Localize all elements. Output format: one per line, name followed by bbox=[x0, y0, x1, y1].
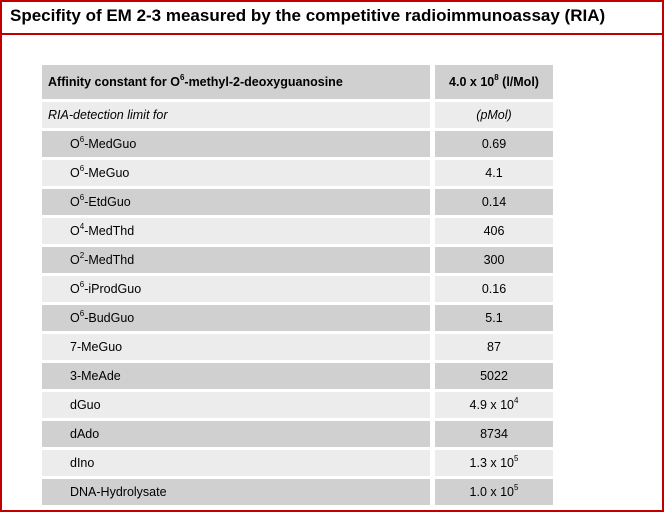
detection-limit-label: RIA-detection limit for bbox=[42, 102, 430, 128]
detection-limit-value: 4.9 x 10 bbox=[469, 398, 515, 412]
compound-name-pre: 3-MeAde bbox=[70, 369, 121, 383]
table-row: O6-BudGuo 5.1 bbox=[42, 305, 553, 331]
compound-name-sup: 6 bbox=[79, 164, 85, 173]
detection-limit-cell: 5.1 bbox=[435, 305, 553, 331]
table-row: DNA-Hydrolysate 1.0 x 105 bbox=[42, 479, 553, 505]
compound-name-pre: dIno bbox=[70, 456, 95, 470]
detection-limit-exponent: 4 bbox=[514, 396, 519, 405]
compound-name-pre: dAdo bbox=[70, 427, 100, 441]
compound-name-cell: O6-BudGuo bbox=[42, 305, 430, 331]
compound-name-sup: 6 bbox=[79, 193, 85, 202]
detection-limit-value: 1.0 x 10 bbox=[469, 485, 515, 499]
table-row: O6-MedGuo 0.69 bbox=[42, 131, 553, 157]
table-body: Affinity constant for O6-methyl-2-deoxyg… bbox=[42, 65, 553, 505]
detection-limit-value: 406 bbox=[483, 224, 505, 238]
ria-specificity-table: Affinity constant for O6-methyl-2-deoxyg… bbox=[42, 62, 553, 508]
compound-name-pre: 7-MeGuo bbox=[70, 340, 123, 354]
compound-name-sup: 6 bbox=[79, 135, 85, 144]
table-row: O6-iProdGuo 0.16 bbox=[42, 276, 553, 302]
compound-name-cell: dGuo bbox=[42, 392, 430, 418]
table-row: 7-MeGuo 87 bbox=[42, 334, 553, 360]
detection-limit-cell: 1.0 x 105 bbox=[435, 479, 553, 505]
table-row: O2-MedThd 300 bbox=[42, 247, 553, 273]
title-divider bbox=[2, 33, 662, 35]
detection-limit-value: 8734 bbox=[480, 427, 508, 441]
detection-limit-value: 4.1 bbox=[485, 166, 503, 180]
compound-name-cell: O4-MedThd bbox=[42, 218, 430, 244]
compound-name-pre: O bbox=[70, 137, 80, 151]
compound-name-sup: 2 bbox=[79, 251, 85, 260]
detection-limit-exponent: 5 bbox=[514, 454, 519, 463]
detection-limit-exponent: 5 bbox=[514, 483, 519, 492]
affinity-value-sup: 8 bbox=[494, 73, 499, 82]
affinity-label-sup: 6 bbox=[179, 73, 185, 82]
compound-name-pre: O bbox=[70, 253, 80, 267]
detection-limit-cell: 300 bbox=[435, 247, 553, 273]
compound-name-pre: O bbox=[70, 224, 80, 238]
affinity-value-post: (l/Mol) bbox=[498, 75, 539, 89]
compound-name-cell: 7-MeGuo bbox=[42, 334, 430, 360]
detection-limit-cell: 0.14 bbox=[435, 189, 553, 215]
compound-name-post: -iProdGuo bbox=[84, 282, 142, 296]
detection-limit-cell: 4.1 bbox=[435, 160, 553, 186]
compound-name-pre: O bbox=[70, 195, 80, 209]
detection-limit-value: 1.3 x 10 bbox=[469, 456, 515, 470]
detection-limit-value: 0.14 bbox=[481, 195, 507, 209]
compound-name-post: -MedGuo bbox=[84, 137, 137, 151]
compound-name-pre: O bbox=[70, 282, 80, 296]
compound-name-sup: 6 bbox=[79, 280, 85, 289]
affinity-label-pre: Affinity constant for O bbox=[48, 75, 180, 89]
affinity-label-post: -methyl-2-deoxyguanosine bbox=[184, 75, 343, 89]
affinity-value-pre: 4.0 x 10 bbox=[449, 75, 495, 89]
compound-name-post: -BudGuo bbox=[84, 311, 135, 325]
detection-limit-cell: 87 bbox=[435, 334, 553, 360]
table-row: dAdo 8734 bbox=[42, 421, 553, 447]
detection-limit-value: 5.1 bbox=[485, 311, 503, 325]
compound-name-cell: O6-iProdGuo bbox=[42, 276, 430, 302]
compound-name-sup: 4 bbox=[79, 222, 85, 231]
table-subheader-row: RIA-detection limit for (pMol) bbox=[42, 102, 553, 128]
table-row: dGuo 4.9 x 104 bbox=[42, 392, 553, 418]
compound-name-pre: DNA-Hydrolysate bbox=[70, 485, 167, 499]
table-row: O4-MedThd 406 bbox=[42, 218, 553, 244]
compound-name-post: -MedThd bbox=[84, 224, 135, 238]
table-row: 3-MeAde 5022 bbox=[42, 363, 553, 389]
compound-name-cell: O6-MeGuo bbox=[42, 160, 430, 186]
compound-name-cell: O2-MedThd bbox=[42, 247, 430, 273]
detection-limit-cell: 1.3 x 105 bbox=[435, 450, 553, 476]
table-header-row: Affinity constant for O6-methyl-2-deoxyg… bbox=[42, 65, 553, 99]
compound-name-pre: O bbox=[70, 311, 80, 325]
detection-limit-value: 0.69 bbox=[481, 137, 507, 151]
detection-limit-cell: 406 bbox=[435, 218, 553, 244]
detection-limit-cell: 4.9 x 104 bbox=[435, 392, 553, 418]
detection-limit-cell: 8734 bbox=[435, 421, 553, 447]
detection-limit-cell: 0.16 bbox=[435, 276, 553, 302]
detection-limit-value: 300 bbox=[483, 253, 505, 267]
compound-name-post: -MeGuo bbox=[84, 166, 130, 180]
affinity-label-cell: Affinity constant for O6-methyl-2-deoxyg… bbox=[42, 65, 430, 99]
page-title: Specifity of EM 2-3 measured by the comp… bbox=[10, 6, 606, 25]
compound-name-cell: dAdo bbox=[42, 421, 430, 447]
compound-name-sup: 6 bbox=[79, 309, 85, 318]
detection-limit-value: 5022 bbox=[480, 369, 508, 383]
affinity-value-cell: 4.0 x 108 (l/Mol) bbox=[435, 65, 553, 99]
detection-limit-value: 0.16 bbox=[481, 282, 507, 296]
compound-name-post: -MedThd bbox=[84, 253, 135, 267]
table-row: dIno 1.3 x 105 bbox=[42, 450, 553, 476]
compound-name-post: -EtdGuo bbox=[84, 195, 131, 209]
detection-limit-unit: (pMol) bbox=[435, 102, 553, 128]
compound-name-cell: O6-MedGuo bbox=[42, 131, 430, 157]
compound-name-cell: DNA-Hydrolysate bbox=[42, 479, 430, 505]
compound-name-cell: 3-MeAde bbox=[42, 363, 430, 389]
compound-name-pre: O bbox=[70, 166, 80, 180]
table-row: O6-MeGuo 4.1 bbox=[42, 160, 553, 186]
detection-limit-cell: 5022 bbox=[435, 363, 553, 389]
compound-name-cell: dIno bbox=[42, 450, 430, 476]
detection-limit-cell: 0.69 bbox=[435, 131, 553, 157]
detection-limit-value: 87 bbox=[487, 340, 501, 354]
compound-name-pre: dGuo bbox=[70, 398, 101, 412]
compound-name-cell: O6-EtdGuo bbox=[42, 189, 430, 215]
table-row: O6-EtdGuo 0.14 bbox=[42, 189, 553, 215]
